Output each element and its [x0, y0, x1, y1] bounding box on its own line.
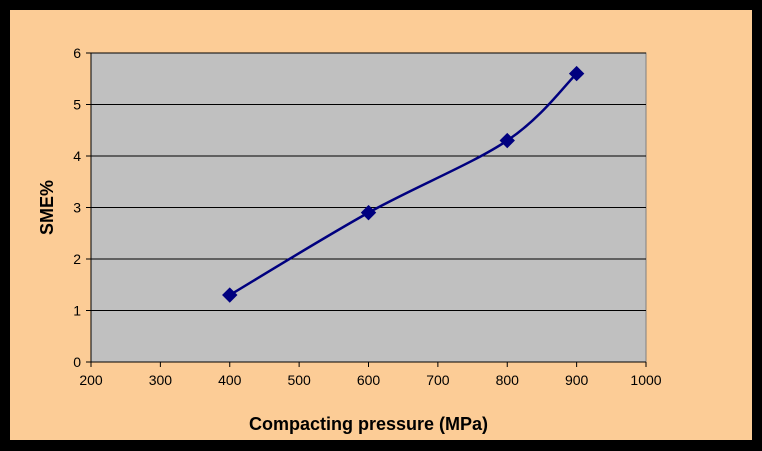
x-tick-label: 700 — [426, 372, 450, 388]
x-tick-label: 300 — [149, 372, 173, 388]
series-line — [229, 72, 578, 297]
y-tick-label: 0 — [73, 354, 81, 370]
x-tick-label: 400 — [218, 372, 242, 388]
x-tick-label: 600 — [357, 372, 381, 388]
data-point-diamond-icon — [499, 132, 515, 149]
tick-labels: 0 1 2 3 4 5 6 200 300 400 500 600 700 800 900 1000 — [73, 45, 662, 388]
x-tick-label: 900 — [565, 372, 589, 388]
x-tick-label: 1000 — [630, 372, 661, 388]
data-point-diamond-icon — [222, 287, 238, 303]
x-tick-label: 500 — [287, 372, 311, 388]
y-tick-label: 5 — [73, 97, 81, 113]
data-point-diamond-icon — [568, 65, 585, 82]
series — [222, 65, 585, 303]
axes — [86, 52, 647, 367]
data-point-diamond-icon — [360, 204, 377, 221]
y-axis-title: SME% — [37, 180, 57, 235]
x-tick-label: 200 — [79, 372, 103, 388]
y-tick-label: 6 — [73, 45, 81, 61]
y-tick-label: 4 — [73, 148, 81, 164]
x-axis-title: Compacting pressure (MPa) — [249, 414, 488, 434]
x-tick-label: 800 — [496, 372, 520, 388]
y-tick-label: 2 — [73, 251, 81, 267]
y-tick-label: 3 — [73, 200, 81, 216]
y-tick-label: 1 — [73, 303, 81, 319]
